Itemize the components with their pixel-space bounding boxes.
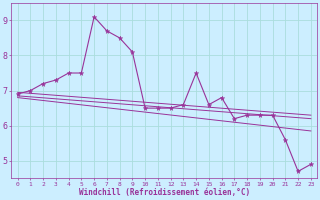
X-axis label: Windchill (Refroidissement éolien,°C): Windchill (Refroidissement éolien,°C) (79, 188, 250, 197)
